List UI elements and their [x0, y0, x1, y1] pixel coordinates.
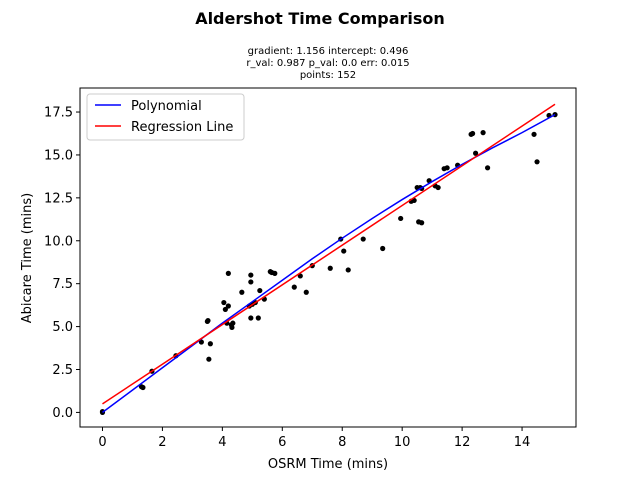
data-point	[360, 236, 366, 242]
x-tick-label: 4	[218, 435, 226, 450]
data-point	[484, 165, 491, 171]
data-point	[480, 130, 486, 136]
data-point	[225, 270, 231, 276]
data-point	[230, 320, 236, 326]
x-tick-label: 8	[338, 435, 346, 450]
axis-ticks: 0 2 4 6 8 10 12 14 0.0 2.5 5.0 7.5 10.0 12.5 15.0 17.5	[44, 106, 530, 450]
legend-box	[86, 93, 245, 141]
data-point	[534, 159, 540, 165]
data-point	[341, 248, 347, 254]
data-point	[255, 315, 261, 321]
x-tick-label: 6	[278, 435, 286, 450]
chart-subtitle-line-1: gradient: 1.156 intercept: 0.496	[248, 46, 409, 57]
data-point	[248, 272, 254, 278]
data-point	[221, 299, 227, 306]
legend-label-polynomial: Polynomial	[131, 99, 202, 114]
data-point	[272, 270, 278, 276]
data-point	[345, 267, 351, 273]
data-point	[207, 341, 213, 347]
data-point	[239, 289, 245, 295]
x-axis-label: OSRM Time (mins)	[268, 457, 388, 472]
x-tick-label: 2	[158, 435, 166, 450]
y-tick-label: 2.5	[52, 363, 73, 378]
data-point	[206, 356, 212, 362]
regression-line	[102, 103, 556, 405]
y-tick-label: 10.0	[44, 234, 73, 249]
chart-subtitle-line-3: points: 152	[300, 70, 356, 81]
y-tick-label: 15.0	[44, 148, 73, 163]
legend-label-regression-line: Regression Line	[131, 120, 233, 135]
axes-frame	[79, 87, 577, 428]
legend: Polynomial Regression Line	[86, 93, 245, 141]
data-point	[222, 306, 228, 313]
data-point	[248, 315, 254, 321]
data-point	[531, 131, 537, 137]
data-point	[291, 284, 297, 290]
y-axis-label: Abicare Time (mins)	[20, 193, 35, 323]
data-point	[327, 265, 333, 271]
plot-area	[99, 103, 558, 416]
x-tick-label: 0	[98, 435, 106, 450]
y-tick-label: 7.5	[52, 277, 73, 292]
y-tick-label: 12.5	[44, 191, 73, 206]
data-point	[473, 150, 479, 156]
chart-title: Aldershot Time Comparison	[195, 9, 445, 28]
data-point	[229, 324, 235, 331]
data-point	[205, 317, 211, 324]
data-point	[470, 130, 476, 137]
data-point	[257, 287, 263, 294]
data-point	[303, 289, 309, 295]
x-tick-label: 10	[394, 435, 411, 450]
y-tick-label: 17.5	[44, 106, 73, 121]
data-point	[444, 165, 450, 171]
data-point	[398, 215, 404, 222]
data-point	[380, 245, 386, 252]
data-point	[248, 279, 254, 285]
y-tick-label: 0.0	[52, 406, 73, 421]
data-point	[140, 384, 146, 391]
data-point	[198, 339, 204, 345]
x-tick-label: 14	[514, 435, 531, 450]
data-point	[225, 303, 231, 309]
data-point	[419, 220, 425, 226]
y-tick-label: 5.0	[52, 320, 73, 335]
data-point	[435, 184, 441, 191]
x-tick-label: 12	[454, 435, 471, 450]
chart-subtitle-line-2: r_val: 0.987 p_val: 0.0 err: 0.015	[246, 58, 409, 69]
